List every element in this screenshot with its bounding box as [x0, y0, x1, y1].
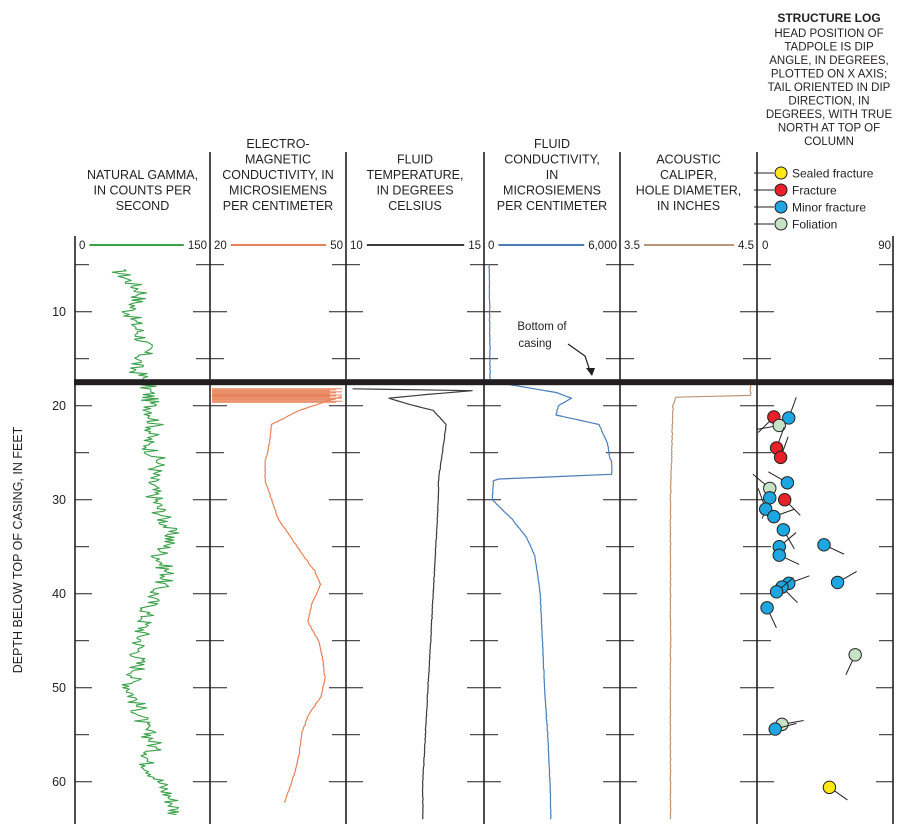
caption-line: TAIL ORIENTED IN DIP — [768, 82, 891, 94]
tadpole-head — [772, 548, 786, 562]
log-curve-4 — [669, 384, 752, 820]
track-header-line: IN — [546, 168, 559, 182]
track-header: FLUID CONDUCTIVITY, IN MICROSIEMENS PER CENT… — [497, 137, 607, 213]
caption-line: ANGLE, IN DEGREES, — [769, 55, 889, 67]
track-header-line: PER CENTIMETER — [223, 199, 333, 213]
log-curve-2 — [352, 388, 473, 820]
log-curve-1 — [264, 395, 342, 803]
track-header-line: TEMPERATURE, — [367, 168, 464, 182]
legend-marker — [774, 200, 788, 214]
tadpole-head — [767, 509, 781, 524]
scale-min-label: 0 — [488, 240, 494, 252]
structure-scale-min: 0 — [762, 240, 768, 252]
track-header-line: IN DEGREES — [376, 184, 453, 198]
scale-max-label: 15 — [468, 240, 481, 252]
track-header-line: CONDUCTIVITY, — [504, 153, 600, 167]
log-curve-0 — [111, 268, 180, 816]
caption-line: COLUMN — [804, 136, 854, 148]
scale-min-label: 20 — [214, 240, 227, 252]
tadpole-head — [773, 450, 788, 465]
track-header-line: PER CENTIMETER — [497, 199, 607, 213]
tadpole-head — [769, 585, 784, 599]
tadpole-head — [777, 493, 792, 507]
structure-scale-max: 90 — [878, 240, 891, 252]
track-header-line: NATURAL GAMMA, — [87, 168, 198, 182]
depth-axis-label: DEPTH BELOW TOP OF CASING, IN FEET — [11, 426, 25, 673]
depth-tick-label: 50 — [52, 681, 66, 695]
track-header-line: FLUID — [534, 137, 570, 151]
tadpole-head — [830, 575, 845, 590]
legend-marker — [774, 217, 788, 231]
track-header: ELECTRO- MAGNETIC CONDUCTIVITY, IN MICROSIE… — [222, 137, 334, 213]
track-header-line: ACOUSTIC — [656, 153, 721, 167]
legend-label: Minor fracture — [792, 201, 866, 215]
depth-tick-label: 60 — [52, 775, 66, 789]
tadpole-head — [780, 476, 795, 490]
track-header: ACOUSTIC CALIPER, HOLE DIAMETER, IN INCHES — [636, 153, 742, 214]
tadpole-head — [782, 411, 796, 425]
annotation-line: casing — [518, 338, 551, 350]
annotation-arrowhead — [586, 368, 595, 376]
structure-log-title: STRUCTURE LOG — [777, 11, 880, 25]
scale-min-label: 0 — [79, 240, 85, 252]
track-header-line: ELECTRO- — [246, 137, 309, 151]
legend-label: Foliation — [792, 218, 837, 232]
caption-line: TADPOLE IS DIP — [784, 42, 874, 54]
track-header-line: CALIPER, — [660, 168, 717, 182]
scale-max-label: 6,000 — [588, 240, 617, 252]
casing-annotation: Bottom of casing — [517, 321, 567, 350]
depth-tick-label: 10 — [52, 305, 66, 319]
track-header-line: SECOND — [116, 199, 169, 213]
caption-line: HEAD POSITION OF — [774, 28, 883, 40]
scale-max-label: 150 — [188, 240, 207, 252]
track-header-line: CELSIUS — [388, 199, 442, 213]
track-header: FLUID TEMPERATURE, IN DEGREES CELSIUS — [367, 153, 464, 214]
legend-label: Fracture — [792, 184, 837, 198]
track-header-line: MICROSIEMENS — [503, 184, 601, 198]
scale-min-label: 3.5 — [624, 240, 640, 252]
tadpole-head — [822, 780, 837, 795]
track-header-line: FLUID — [397, 153, 433, 167]
tadpole-head — [763, 491, 777, 505]
caption-line: DEGREES, WITH TRUE — [766, 109, 893, 121]
legend-label: Sealed fracture — [792, 167, 874, 181]
annotation-line: Bottom of — [517, 321, 567, 333]
depth-tick-label: 20 — [52, 399, 66, 413]
tadpole-head — [772, 418, 786, 433]
track-header-line: HOLE DIAMETER, — [636, 184, 742, 198]
track-header-line: MAGNETIC — [245, 153, 311, 167]
tadpole-head — [848, 648, 862, 662]
depth-tick-label: 30 — [52, 493, 66, 507]
structure-log-caption: HEAD POSITION OF TADPOLE IS DIP ANGLE, IN … — [766, 28, 893, 148]
tadpole-head — [760, 601, 774, 615]
tadpole-head — [817, 538, 831, 552]
casing-bottom-line — [74, 379, 894, 386]
track-header-line: IN COUNTS PER — [94, 184, 192, 198]
caption-line: PLOTTED ON X AXIS; — [771, 69, 887, 81]
tadpole-head — [768, 722, 782, 736]
tadpole-head — [776, 523, 791, 537]
track-header-line: MICROSIEMENS — [229, 184, 327, 198]
scale-min-label: 10 — [350, 240, 363, 252]
log-curve-3 — [488, 264, 613, 820]
scale-max-label: 4.5 — [738, 240, 754, 252]
scale-max-label: 50 — [330, 240, 343, 252]
caption-line: NORTH AT TOP OF — [778, 123, 880, 135]
track-header-line: CONDUCTIVITY, IN — [222, 168, 334, 182]
track-header-line: IN INCHES — [657, 199, 720, 213]
legend-marker — [774, 183, 788, 197]
track-header: NATURAL GAMMA, IN COUNTS PER SECOND — [87, 168, 198, 213]
caption-line: DIRECTION, IN — [788, 96, 869, 108]
legend-marker — [774, 166, 788, 180]
depth-tick-label: 40 — [52, 587, 66, 601]
